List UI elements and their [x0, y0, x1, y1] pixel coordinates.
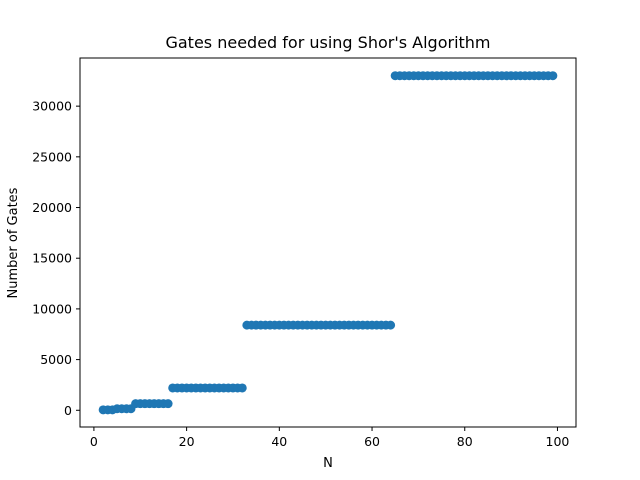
- y-axis-label: Number of Gates: [6, 187, 21, 298]
- x-tick-label: 20: [179, 434, 195, 449]
- data-point: [237, 383, 247, 393]
- x-tick-label: 80: [457, 434, 473, 449]
- x-tick-label: 40: [271, 434, 287, 449]
- y-tick-label: 10000: [32, 301, 72, 316]
- x-tick-label: 0: [90, 434, 98, 449]
- y-axis: 0 5000 10000 15000 20000 25000 30000: [32, 99, 80, 418]
- y-tick-label: 30000: [32, 99, 72, 114]
- y-tick-label: 25000: [32, 149, 72, 164]
- x-axis-label: N: [323, 456, 333, 471]
- y-tick-label: 5000: [40, 352, 72, 367]
- y-tick-label: 0: [64, 403, 72, 418]
- data-point: [548, 71, 558, 81]
- chart-title: Gates needed for using Shor's Algorithm: [165, 33, 490, 52]
- y-tick-label: 20000: [32, 200, 72, 215]
- y-tick-label: 15000: [32, 251, 72, 266]
- x-tick-label: 100: [546, 434, 570, 449]
- data-point: [386, 320, 396, 330]
- data-points: [98, 71, 558, 415]
- x-axis: 0 20 40 60 80 100: [90, 427, 570, 449]
- x-tick-label: 60: [364, 434, 380, 449]
- plot-area-frame: [79, 57, 577, 428]
- data-point: [163, 399, 173, 409]
